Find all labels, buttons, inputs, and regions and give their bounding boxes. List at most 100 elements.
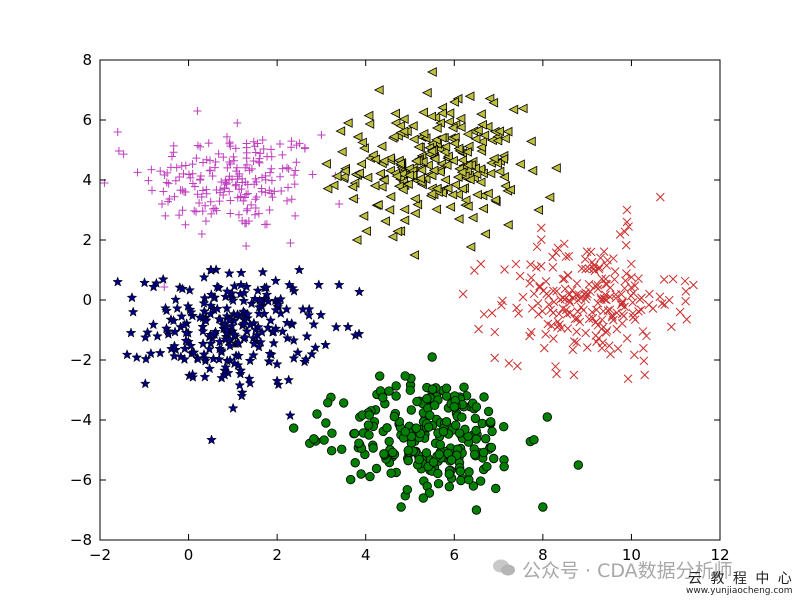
point-star [187, 368, 199, 380]
point-plus [175, 173, 184, 182]
point-x [554, 309, 564, 319]
point-star [233, 350, 245, 361]
point-circle [451, 420, 461, 430]
point-x [552, 286, 562, 296]
point-plus [159, 187, 168, 196]
point-triangle-left [436, 132, 447, 143]
point-star [223, 314, 235, 325]
point-x [541, 329, 551, 339]
point-star [221, 285, 233, 297]
point-circle [402, 484, 413, 495]
point-x [624, 222, 633, 231]
point-triangle-left [395, 158, 405, 169]
point-triangle-left [442, 183, 453, 194]
point-triangle-left [331, 171, 342, 182]
point-circle [478, 447, 489, 458]
point-star [261, 289, 273, 300]
point-plus [308, 170, 317, 179]
point-plus [292, 158, 301, 167]
point-triangle-left [476, 142, 487, 153]
point-plus [195, 175, 204, 184]
point-x [500, 265, 509, 274]
point-triangle-left [410, 156, 421, 166]
point-circle [486, 417, 496, 427]
point-triangle-left [488, 153, 499, 164]
point-circle [418, 493, 428, 503]
point-x [634, 274, 643, 283]
point-triangle-left [462, 129, 473, 140]
point-plus [184, 170, 193, 179]
point-star [147, 318, 159, 330]
point-triangle-left [364, 119, 375, 129]
point-circle [406, 405, 417, 415]
point-plus [209, 204, 218, 213]
point-star [176, 283, 188, 294]
point-x [597, 274, 607, 284]
point-x [570, 314, 580, 324]
point-triangle-left [380, 216, 390, 226]
point-x [602, 326, 612, 335]
point-plus [190, 206, 199, 215]
point-circle [363, 420, 374, 430]
point-triangle-left [375, 168, 385, 179]
point-circle [400, 427, 410, 437]
point-triangle-left [336, 146, 347, 157]
point-x [628, 308, 638, 318]
point-x [535, 281, 545, 291]
point-x [586, 247, 596, 257]
point-star [253, 341, 265, 352]
point-star [198, 297, 210, 308]
point-triangle-left [477, 136, 487, 147]
point-plus [287, 137, 296, 146]
point-x [589, 264, 599, 274]
point-triangle-left [462, 201, 473, 212]
x-tick-label: 12 [710, 546, 729, 564]
point-star [204, 362, 216, 374]
point-star [198, 271, 210, 282]
point-triangle-left [418, 107, 428, 118]
point-star [168, 350, 180, 361]
point-plus [219, 153, 228, 162]
point-x [599, 247, 609, 256]
point-x [565, 308, 575, 318]
point-star [145, 347, 157, 359]
y-tick-label: 6 [82, 111, 92, 129]
point-triangle-left [490, 195, 500, 205]
point-circle [406, 431, 417, 442]
point-triangle-left [376, 181, 387, 192]
point-star [238, 317, 250, 329]
point-triangle-left [465, 242, 476, 252]
point-triangle-left [452, 172, 463, 182]
point-x [596, 295, 606, 304]
point-plus [160, 282, 169, 291]
point-triangle-left [423, 160, 433, 171]
point-x [612, 308, 622, 318]
point-star [270, 275, 282, 286]
point-triangle-left [500, 133, 510, 144]
point-plus [255, 158, 264, 167]
point-plus [179, 169, 188, 178]
point-circle [471, 402, 482, 412]
point-circle [349, 428, 360, 439]
point-plus [242, 242, 251, 250]
point-plus [287, 195, 296, 204]
point-circle [375, 371, 385, 381]
point-triangle-left [392, 226, 403, 237]
point-star [235, 364, 247, 376]
point-plus [204, 139, 213, 148]
point-plus [252, 193, 261, 202]
point-triangle-left [449, 97, 459, 107]
point-star [142, 326, 153, 338]
point-x [655, 192, 665, 202]
point-triangle-left [453, 189, 463, 200]
point-star [226, 320, 238, 331]
point-triangle-left [352, 131, 363, 142]
point-plus [217, 178, 226, 187]
point-x [487, 308, 497, 318]
point-plus [133, 168, 142, 177]
point-triangle-left [434, 167, 445, 177]
point-x [613, 344, 623, 353]
point-star [139, 331, 151, 343]
point-x [552, 369, 561, 379]
point-star [157, 273, 169, 284]
